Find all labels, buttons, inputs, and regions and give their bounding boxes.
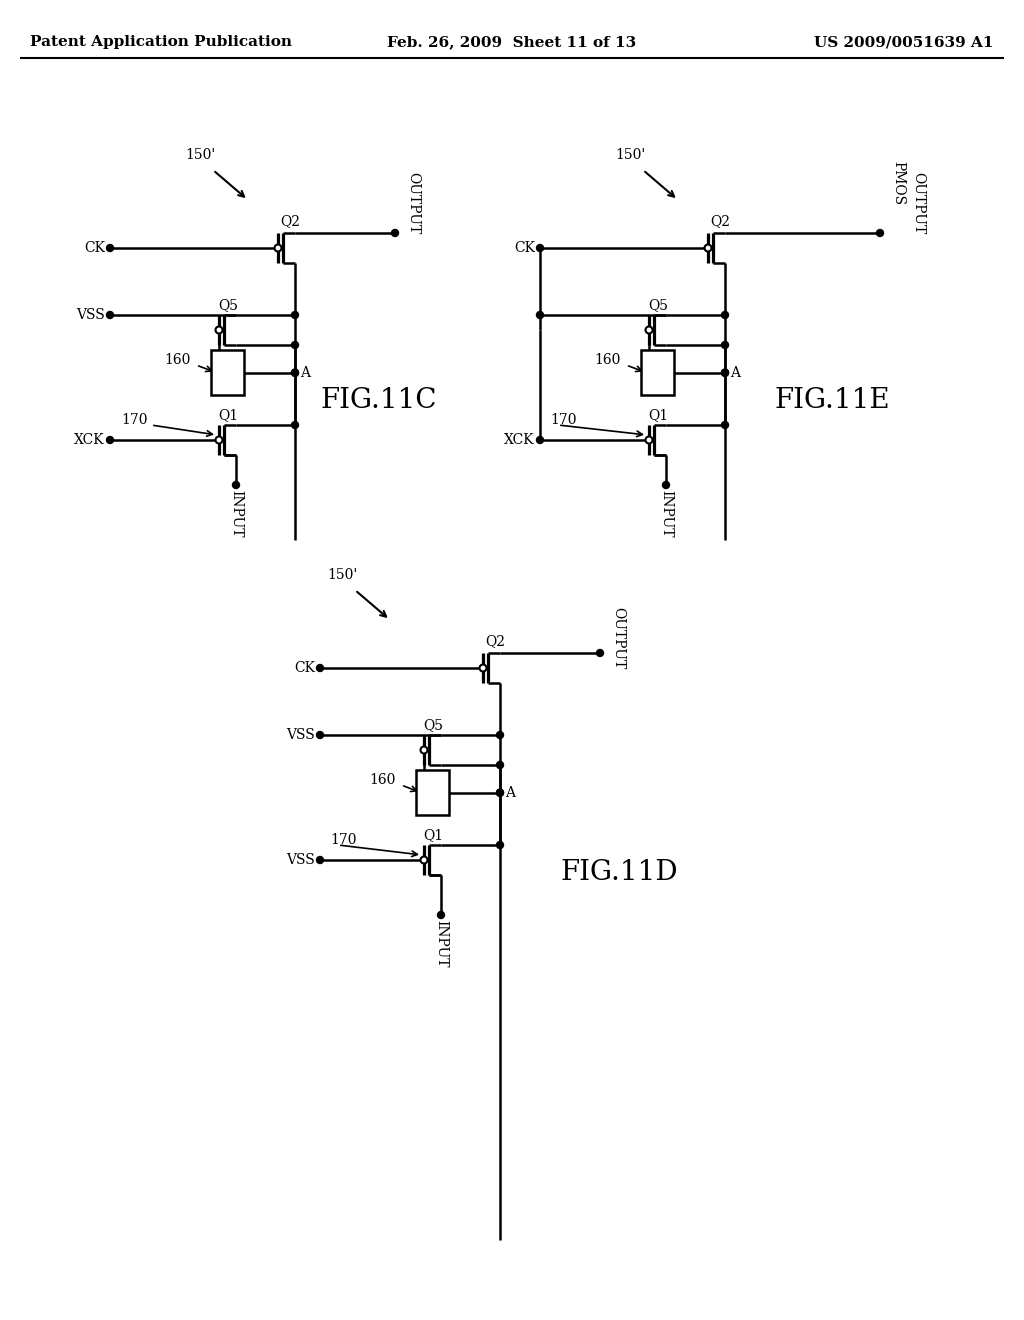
Text: 160: 160 bbox=[370, 774, 396, 787]
Text: OUTPUT: OUTPUT bbox=[406, 172, 420, 234]
Circle shape bbox=[663, 482, 670, 488]
Text: Q1: Q1 bbox=[423, 828, 443, 842]
Circle shape bbox=[722, 312, 728, 318]
Circle shape bbox=[232, 482, 240, 488]
Text: INPUT: INPUT bbox=[229, 490, 243, 537]
Text: FIG.11C: FIG.11C bbox=[319, 387, 436, 413]
Circle shape bbox=[106, 244, 114, 252]
Text: Q2: Q2 bbox=[485, 634, 505, 648]
Text: XCK: XCK bbox=[75, 433, 105, 447]
Circle shape bbox=[215, 437, 222, 444]
Circle shape bbox=[421, 857, 427, 863]
Circle shape bbox=[292, 312, 299, 318]
Circle shape bbox=[479, 664, 486, 672]
Circle shape bbox=[292, 421, 299, 429]
Circle shape bbox=[537, 312, 544, 318]
Circle shape bbox=[722, 370, 728, 376]
Circle shape bbox=[316, 731, 324, 738]
Circle shape bbox=[316, 857, 324, 863]
Text: 150': 150' bbox=[185, 148, 215, 162]
Text: A: A bbox=[300, 366, 310, 380]
Circle shape bbox=[106, 437, 114, 444]
Circle shape bbox=[645, 437, 652, 444]
Text: XCK: XCK bbox=[505, 433, 535, 447]
Text: OUTPUT: OUTPUT bbox=[911, 172, 925, 234]
Circle shape bbox=[705, 244, 712, 252]
Text: FIG.11D: FIG.11D bbox=[560, 859, 678, 887]
Text: A: A bbox=[730, 366, 740, 380]
Text: 160: 160 bbox=[595, 352, 621, 367]
Text: 170: 170 bbox=[330, 833, 356, 847]
Text: US 2009/0051639 A1: US 2009/0051639 A1 bbox=[814, 36, 994, 49]
Text: FIG.11E: FIG.11E bbox=[775, 387, 891, 413]
Circle shape bbox=[597, 649, 603, 656]
Text: INPUT: INPUT bbox=[434, 920, 449, 968]
Text: VSS: VSS bbox=[76, 308, 105, 322]
Text: Q1: Q1 bbox=[218, 408, 238, 422]
Bar bbox=[211, 350, 244, 395]
Circle shape bbox=[106, 312, 114, 318]
Text: Q2: Q2 bbox=[710, 214, 730, 228]
Text: INPUT: INPUT bbox=[659, 490, 673, 537]
Text: OUTPUT: OUTPUT bbox=[611, 607, 625, 669]
Bar bbox=[641, 350, 674, 395]
Text: PMOS: PMOS bbox=[891, 161, 905, 205]
Circle shape bbox=[722, 342, 728, 348]
Circle shape bbox=[316, 664, 324, 672]
Text: Q5: Q5 bbox=[648, 298, 668, 312]
Circle shape bbox=[437, 912, 444, 919]
Circle shape bbox=[722, 370, 728, 376]
Text: VSS: VSS bbox=[287, 729, 315, 742]
Bar bbox=[416, 770, 449, 814]
Text: 150': 150' bbox=[327, 568, 357, 582]
Text: 150': 150' bbox=[614, 148, 645, 162]
Circle shape bbox=[391, 230, 398, 236]
Circle shape bbox=[292, 370, 299, 376]
Circle shape bbox=[497, 762, 504, 768]
Circle shape bbox=[537, 244, 544, 252]
Text: Q1: Q1 bbox=[648, 408, 668, 422]
Circle shape bbox=[645, 326, 652, 334]
Circle shape bbox=[274, 244, 282, 252]
Circle shape bbox=[722, 421, 728, 429]
Text: CK: CK bbox=[514, 242, 535, 255]
Text: 170: 170 bbox=[550, 413, 577, 426]
Circle shape bbox=[497, 789, 504, 796]
Text: CK: CK bbox=[294, 661, 315, 675]
Circle shape bbox=[497, 789, 504, 796]
Text: Feb. 26, 2009  Sheet 11 of 13: Feb. 26, 2009 Sheet 11 of 13 bbox=[387, 36, 637, 49]
Text: 160: 160 bbox=[165, 352, 191, 367]
Text: Q5: Q5 bbox=[218, 298, 238, 312]
Text: VSS: VSS bbox=[287, 853, 315, 867]
Text: A: A bbox=[505, 785, 515, 800]
Circle shape bbox=[497, 731, 504, 738]
Circle shape bbox=[497, 842, 504, 849]
Text: Patent Application Publication: Patent Application Publication bbox=[30, 36, 292, 49]
Circle shape bbox=[292, 370, 299, 376]
Circle shape bbox=[421, 747, 427, 754]
Circle shape bbox=[537, 437, 544, 444]
Circle shape bbox=[215, 326, 222, 334]
Circle shape bbox=[292, 342, 299, 348]
Circle shape bbox=[877, 230, 884, 236]
Text: 170: 170 bbox=[122, 413, 148, 426]
Text: CK: CK bbox=[84, 242, 105, 255]
Text: Q2: Q2 bbox=[280, 214, 300, 228]
Text: Q5: Q5 bbox=[423, 718, 443, 733]
